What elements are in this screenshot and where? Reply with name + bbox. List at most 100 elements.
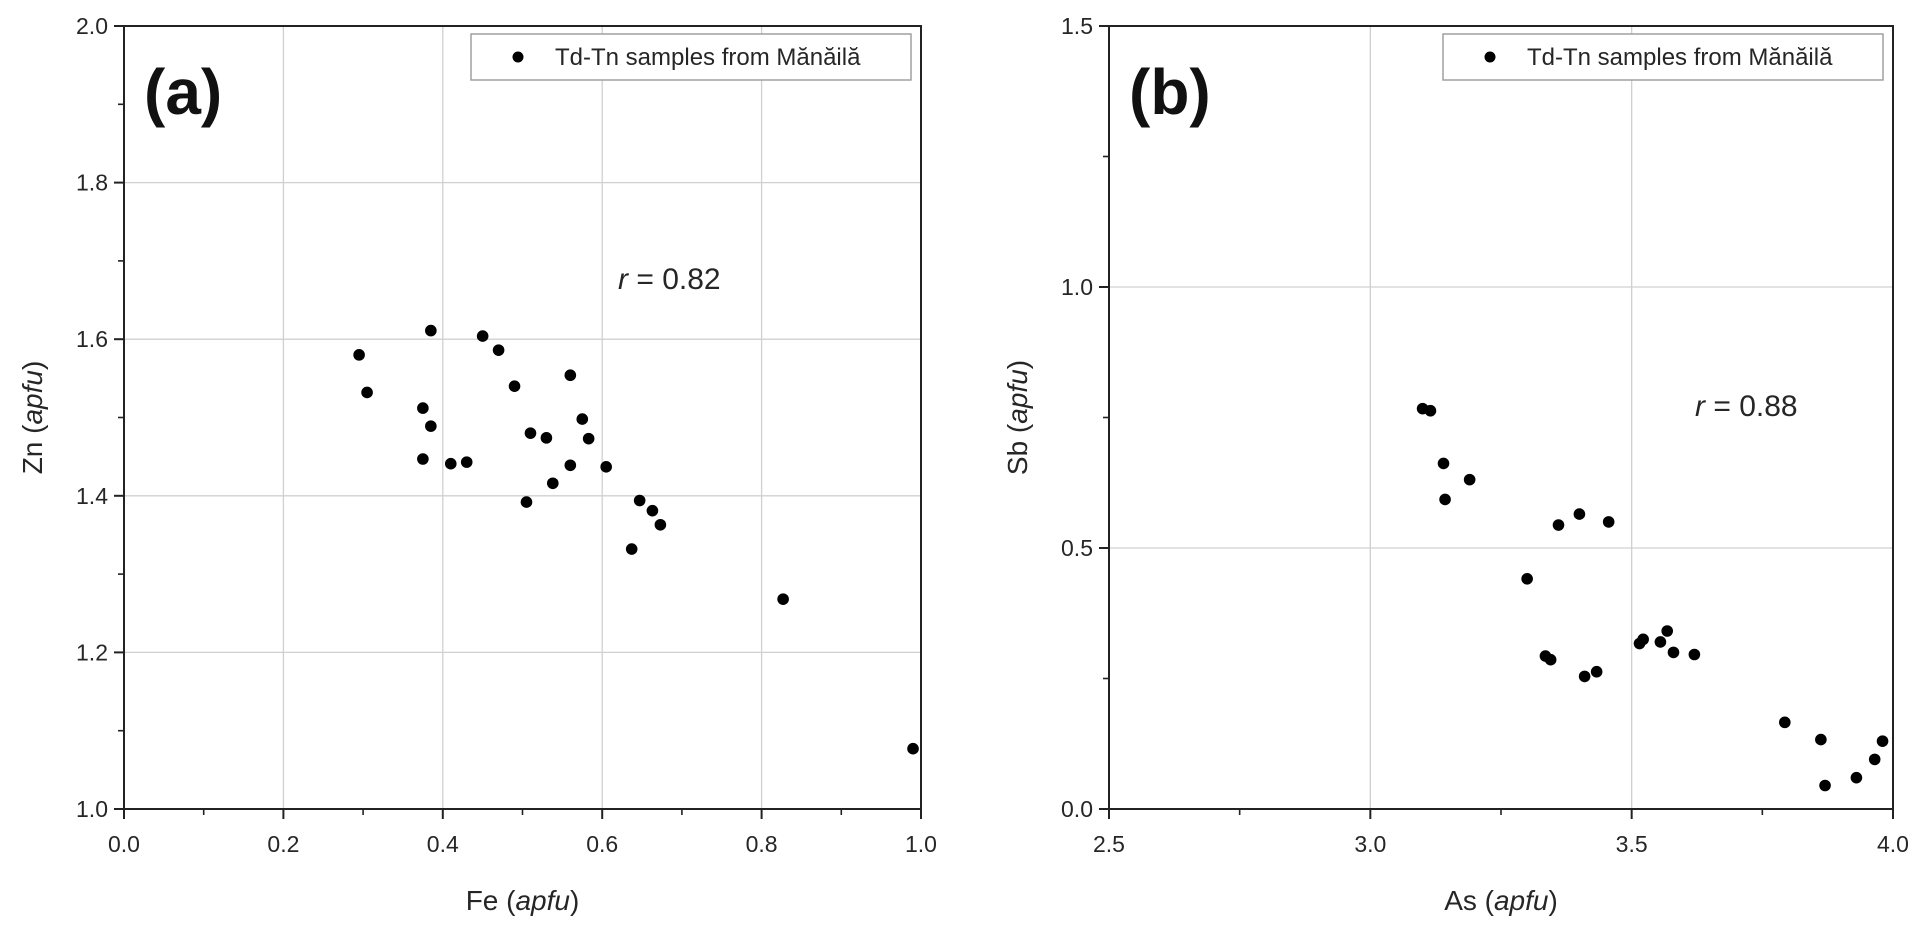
data-point [1544,653,1557,666]
y-axis-title: Sb (apfu) [1002,360,1033,475]
correlation-value: = 0.82 [628,263,721,296]
x-axis-title-main: As ( [1444,885,1494,916]
data-point [425,420,437,432]
data-point [1819,779,1831,792]
data-point [1815,733,1827,746]
y-axis-title-close: ) [17,361,48,370]
x-tick-label: 0.8 [746,831,778,857]
chart-panel-2: 2.5 3.0 3.5 4.00.00.51.01.5As (apfu)Sb (apf… [1002,13,1909,916]
panel-label: (a) [144,56,222,128]
y-axis-title-main: Zn ( [17,424,48,474]
x-axis-title-italic: apfu [1494,885,1549,916]
y-tick-label: 1.0 [1061,274,1093,300]
correlation-value: = 0.88 [1705,390,1798,423]
legend-marker [1484,51,1496,63]
data-point [353,349,365,361]
y-tick-label: 1.8 [76,170,108,196]
data-point [633,494,646,507]
legend-marker [512,51,524,63]
data-point [524,427,537,439]
data-point [600,461,612,473]
data-point [361,386,373,399]
y-axis-title-italic: apfu [17,370,48,425]
data-point [1688,648,1701,661]
data-point [546,477,559,490]
data-point [425,324,437,337]
legend-label: Td-Tn samples from Mănăilă [555,44,861,71]
x-axis-title: As (apfu) [1444,885,1558,916]
x-tick-label: 0.4 [427,831,459,857]
y-tick-label: 1.2 [76,639,108,665]
data-point [582,432,595,445]
x-tick-label: 4.0 [1877,831,1909,857]
data-point [508,380,521,392]
data-point [520,496,533,508]
plot-frame [123,25,922,810]
data-point [625,543,638,555]
y-tick-label: 1.5 [1061,13,1093,39]
y-tick-label: 1.4 [76,483,108,509]
data-point [476,330,489,342]
x-tick-label: 3.5 [1616,831,1648,857]
data-point [1463,473,1476,486]
legend-label: Td-Tn samples from Mănăilă [1527,44,1833,71]
data-point [444,457,457,470]
data-point [1850,771,1863,784]
x-tick-label: 0.0 [108,831,140,857]
y-axis-title-main: Sb ( [1002,423,1033,475]
x-tick-label: 0.6 [586,831,618,857]
y-axis-title: Zn (apfu) [17,361,48,475]
data-point [777,593,789,605]
x-tick-label: 2.5 [1093,831,1125,857]
correlation-symbol: r [618,263,629,296]
data-point [1439,493,1451,506]
data-point [1521,572,1533,585]
correlation-annotation: r = 0.82 [618,263,721,296]
data-point [1661,625,1674,637]
legend-box [1442,33,1884,81]
correlation-symbol: r [1695,390,1706,423]
y-tick-label: 2.0 [76,13,108,39]
data-point [564,459,577,472]
x-axis-title-close: ) [1548,885,1557,916]
data-point [460,456,473,468]
panel-label: (b) [1129,56,1211,128]
y-tick-label: 0.0 [1061,796,1093,822]
x-axis-title-italic: apfu [515,885,570,916]
legend-box [470,33,912,81]
data-point [1437,457,1450,470]
data-point [1654,636,1667,648]
correlation-annotation: r = 0.88 [1695,390,1798,423]
data-point [1578,670,1591,683]
y-axis-title-close: ) [1002,360,1033,369]
data-point [1424,404,1437,417]
chart-panel-1: 0.0 0.2 0.4 0.6 0.8 1.0 1.0 1.2 1.4 1.6 1.8 2.0 Fe (… [17,13,937,916]
data-point [646,504,659,517]
data-point [907,742,919,755]
data-point [417,453,429,465]
data-point [654,518,667,531]
x-tick-label: 3.0 [1354,831,1386,857]
x-tick-label: 0.2 [267,831,299,857]
y-tick-label: 1.0 [76,796,108,822]
data-point [1552,519,1565,531]
x-axis-title-close: ) [570,885,579,916]
data-point [1590,665,1603,678]
data-point [564,369,577,382]
x-axis-title-main: Fe ( [466,885,516,916]
data-point [1637,633,1649,646]
data-point [1876,735,1889,747]
data-point [1779,716,1791,729]
y-axis-title-italic: apfu [1002,369,1033,424]
data-point [417,402,429,414]
y-tick-label: 0.5 [1061,535,1093,561]
data-point [1602,516,1615,528]
y-tick-label: 1.6 [76,326,108,352]
x-axis-title: Fe (apfu) [466,885,580,916]
data-point [492,344,505,356]
data-point [1573,508,1586,520]
data-point [576,413,589,425]
data-point [1868,753,1881,766]
